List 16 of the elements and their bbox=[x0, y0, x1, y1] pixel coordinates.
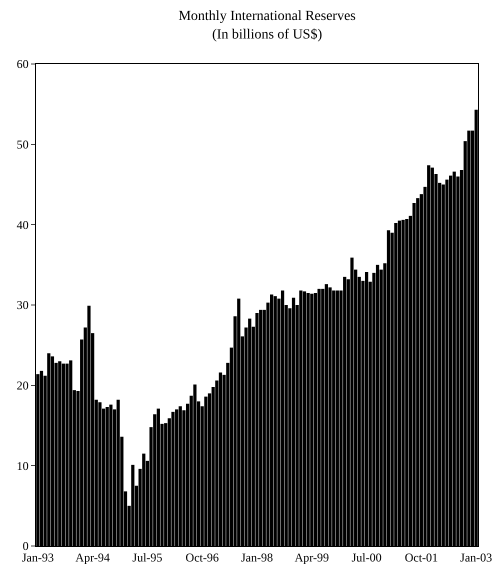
y-tick-label: 20 bbox=[16, 378, 29, 393]
x-tick-label: Apr-99 bbox=[294, 550, 329, 564]
y-tick-label: 60 bbox=[16, 57, 29, 72]
y-tick-label: 10 bbox=[16, 458, 29, 473]
y-tick-label: 40 bbox=[16, 218, 29, 232]
chart-subtitle: (In billions of US$) bbox=[212, 27, 322, 42]
x-tick-label: Oct-96 bbox=[186, 550, 219, 564]
y-tick-label: 50 bbox=[16, 138, 29, 152]
x-tick-label: Jul-00 bbox=[352, 550, 382, 564]
x-tick-label: Jan-03 bbox=[460, 550, 492, 564]
y-tick-label: 30 bbox=[16, 298, 29, 312]
x-tick-label: Jul-95 bbox=[132, 550, 162, 564]
x-tick-label: Jan-98 bbox=[241, 550, 273, 564]
x-tick-label: Oct-01 bbox=[404, 550, 438, 564]
x-tick-label: Apr-94 bbox=[75, 550, 110, 564]
chart-title: Monthly International Reserves bbox=[178, 9, 356, 24]
